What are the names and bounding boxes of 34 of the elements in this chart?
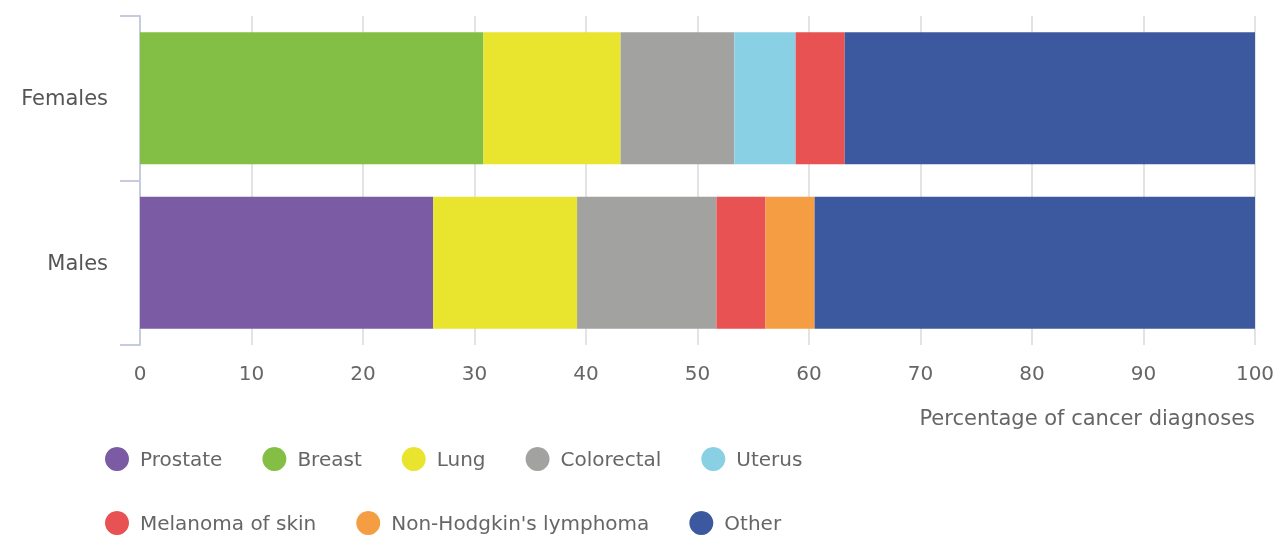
bar: [795, 32, 845, 165]
bar: [483, 32, 621, 165]
x-tick-label: 20: [350, 361, 376, 385]
x-tick-label: 90: [1130, 361, 1157, 385]
legend-label: Breast: [297, 447, 362, 471]
x-tick-label: 30: [461, 361, 488, 385]
y-tick-label: Females: [21, 86, 108, 111]
x-tick-label: 10: [238, 361, 265, 385]
x-tick-label: 40: [573, 361, 599, 385]
x-tick-label: 0: [133, 361, 147, 385]
bar: [734, 32, 796, 165]
x-tick-label: 70: [907, 361, 934, 385]
x-tick-label: 50: [684, 361, 711, 385]
legend-label: Lung: [436, 447, 486, 471]
bar: [814, 196, 1255, 329]
legend-label: Colorectal: [560, 447, 662, 471]
bar: [765, 196, 815, 329]
legend-label: Non-Hodgkin's lymphoma: [391, 511, 650, 535]
bar: [716, 196, 766, 329]
bar: [577, 196, 717, 329]
x-tick-label: 80: [1019, 361, 1045, 385]
bar: [433, 196, 578, 329]
bar: [844, 32, 1255, 165]
x-tick-label: 100: [1235, 361, 1275, 385]
y-tick-label: Males: [47, 250, 108, 275]
bar: [140, 196, 434, 329]
legend-label: Other: [724, 511, 782, 535]
bar: [140, 32, 484, 165]
legend-label: Melanoma of skin: [140, 511, 317, 535]
bar: [620, 32, 735, 165]
x-tick-label: 60: [796, 361, 822, 385]
legend-label: Uterus: [736, 447, 803, 471]
x-axis-title: Percentage of cancer diagnoses: [919, 405, 1255, 430]
legend-label: Prostate: [140, 447, 223, 471]
